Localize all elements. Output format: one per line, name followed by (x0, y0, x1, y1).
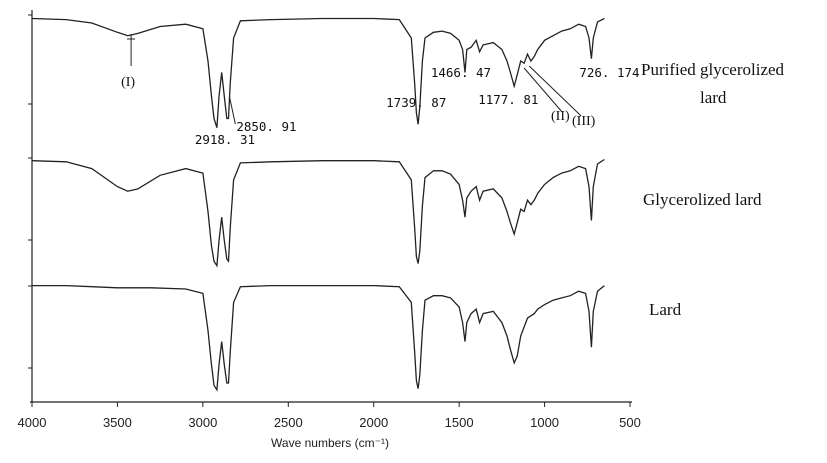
x-tick-label: 2000 (359, 415, 388, 430)
peak-label: 1177. 81 (478, 92, 538, 107)
x-tick-label: 3500 (103, 415, 132, 430)
series-label: lard (700, 88, 727, 107)
x-tick-label: 500 (619, 415, 641, 430)
spectra-traces (31, 17, 605, 392)
x-axis-label: Wave numbers (cm⁻¹) (271, 436, 389, 450)
marker-label: (II) (551, 109, 570, 124)
series-label: Lard (649, 300, 682, 319)
peak-label: 1739. 87 (386, 95, 446, 110)
axes: 4000 3500 3000 2500 2000 1500 1000 500 (18, 10, 641, 430)
x-tick-label: 4000 (18, 415, 47, 430)
spectrum-line-purified-glycerolized-lard (31, 17, 605, 128)
peak-leader-line (228, 95, 236, 125)
spectrum-line-glycerolized-lard (31, 158, 605, 268)
x-tick-label: 1000 (530, 415, 559, 430)
series-label: Glycerolized lard (643, 190, 762, 209)
peak-label: 726. 174 (579, 65, 639, 80)
x-tick-label: 1500 (445, 415, 474, 430)
marker-leader-line (523, 67, 563, 113)
series-labels: Purified glycerolized lard Glycerolized la… (641, 60, 785, 319)
series-label: Purified glycerolized (641, 60, 785, 79)
spectrum-line-lard (32, 284, 605, 392)
x-tick-label: 3000 (188, 415, 217, 430)
peak-label: 2850. 91 (236, 119, 296, 134)
peak-label: 2918. 31 (195, 132, 255, 147)
peak-label: 1466. 47 (431, 65, 491, 80)
marker-label: (III) (572, 114, 596, 129)
x-tick-label: 2500 (274, 415, 303, 430)
marker-label: (I) (121, 75, 135, 90)
marker-leader-line (528, 65, 582, 117)
